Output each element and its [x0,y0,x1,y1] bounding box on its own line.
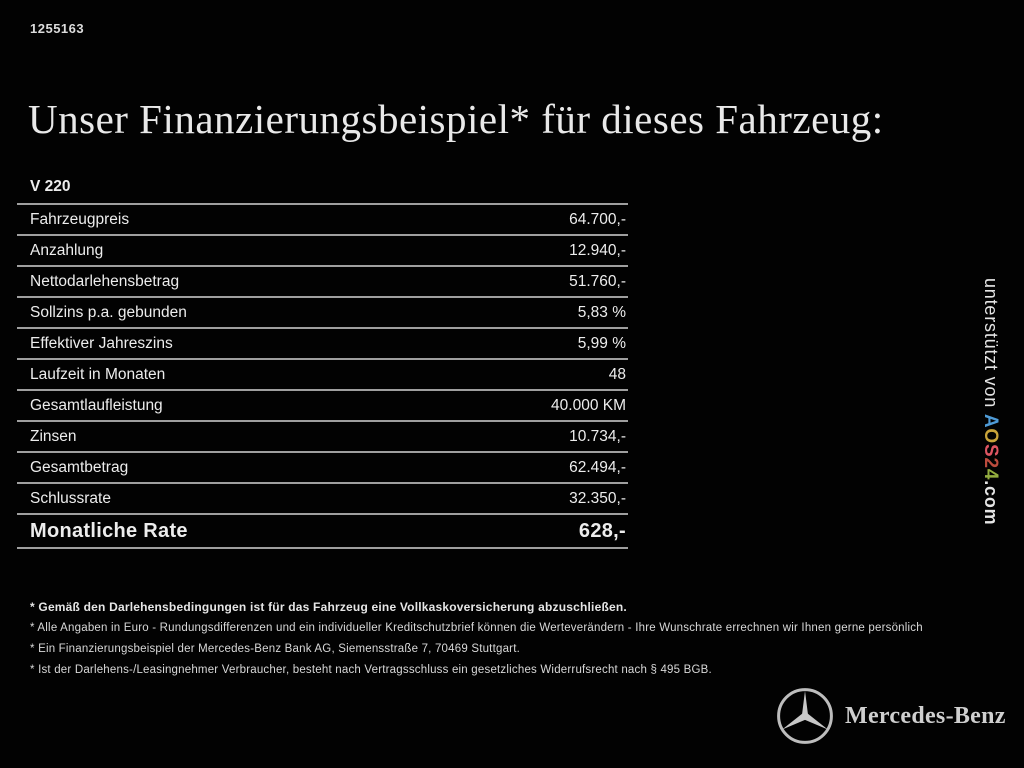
aos24-logo-letter: S [980,444,1001,458]
aos24-logo-letter: 2 [980,457,1001,469]
page-title: Unser Finanzierungsbeispiel* für dieses … [28,96,884,143]
table-row: Nettodarlehensbetrag 51.760,- [17,265,628,296]
row-label: Schlussrate [30,489,111,507]
row-label: Effektiver Jahreszins [30,334,173,352]
row-label: Nettodarlehensbetrag [30,272,180,290]
aos24-domain-suffix: .com [981,480,1001,526]
row-value: 10.734,- [569,427,626,445]
row-value: 48 [608,365,626,383]
footnote: * Gemäß den Darlehensbedingungen ist für… [30,600,627,614]
table-row: Anzahlung 12.940,- [17,234,628,265]
table-row: Fahrzeugpreis 64.700,- [17,203,628,234]
vehicle-model-label: V 220 [30,178,71,195]
table-row: Gesamtlaufleistung 40.000 KM [17,389,628,420]
table-row: Laufzeit in Monaten 48 [17,358,628,389]
row-label: Gesamtlaufleistung [30,396,163,414]
row-label: Laufzeit in Monaten [30,365,166,383]
row-value: 12.940,- [569,241,626,259]
row-value: 51.760,- [569,272,626,290]
row-label: Gesamtbetrag [30,458,129,476]
document-number: 1255163 [30,21,85,36]
footnote: * Alle Angaben in Euro - Rundungsdiffere… [30,622,923,634]
row-value: 62.494,- [569,458,626,476]
row-label: Zinsen [30,427,77,445]
row-value: 5,99 % [577,334,626,352]
footnote: * Ein Finanzierungsbeispiel der Mercedes… [30,643,520,655]
mercedes-star-icon [777,688,833,744]
supported-by-credit: unterstützt von AOS24.com [979,278,1001,525]
table-row: Sollzins p.a. gebunden 5,83 % [17,296,628,327]
total-value: 628,- [578,519,626,542]
table-row: Schlussrate 32.350,- [17,482,628,513]
brand-footer: Mercedes-Benz [775,685,1015,747]
row-value: 64.700,- [569,210,626,228]
table-row-model: V 220 [17,171,628,203]
row-value: 32.350,- [569,489,626,507]
row-label: Sollzins p.a. gebunden [30,303,187,321]
aos24-logo-letter: O [980,428,1001,444]
footnote: * Ist der Darlehens-/Leasingnehmer Verbr… [30,664,712,676]
supported-by-text: unterstützt von [981,278,1001,414]
footnotes: * Gemäß den Darlehensbedingungen ist für… [30,597,1000,681]
table-row: Zinsen 10.734,- [17,420,628,451]
row-label: Anzahlung [30,241,104,259]
brand-name: Mercedes-Benz [845,702,1006,729]
aos24-logo-letter: 4 [980,468,1001,481]
aos24-logo-letter: A [980,413,1001,429]
table-row-monthly-rate: Monatliche Rate 628,- [17,513,628,549]
table-row: Effektiver Jahreszins 5,99 % [17,327,628,358]
row-value: 40.000 KM [551,396,626,414]
table-row: Gesamtbetrag 62.494,- [17,451,628,482]
finance-table: V 220 Fahrzeugpreis 64.700,- Anzahlung 1… [17,171,628,549]
row-value: 5,83 % [577,303,626,321]
row-label: Fahrzeugpreis [30,210,130,228]
total-label: Monatliche Rate [30,519,188,542]
